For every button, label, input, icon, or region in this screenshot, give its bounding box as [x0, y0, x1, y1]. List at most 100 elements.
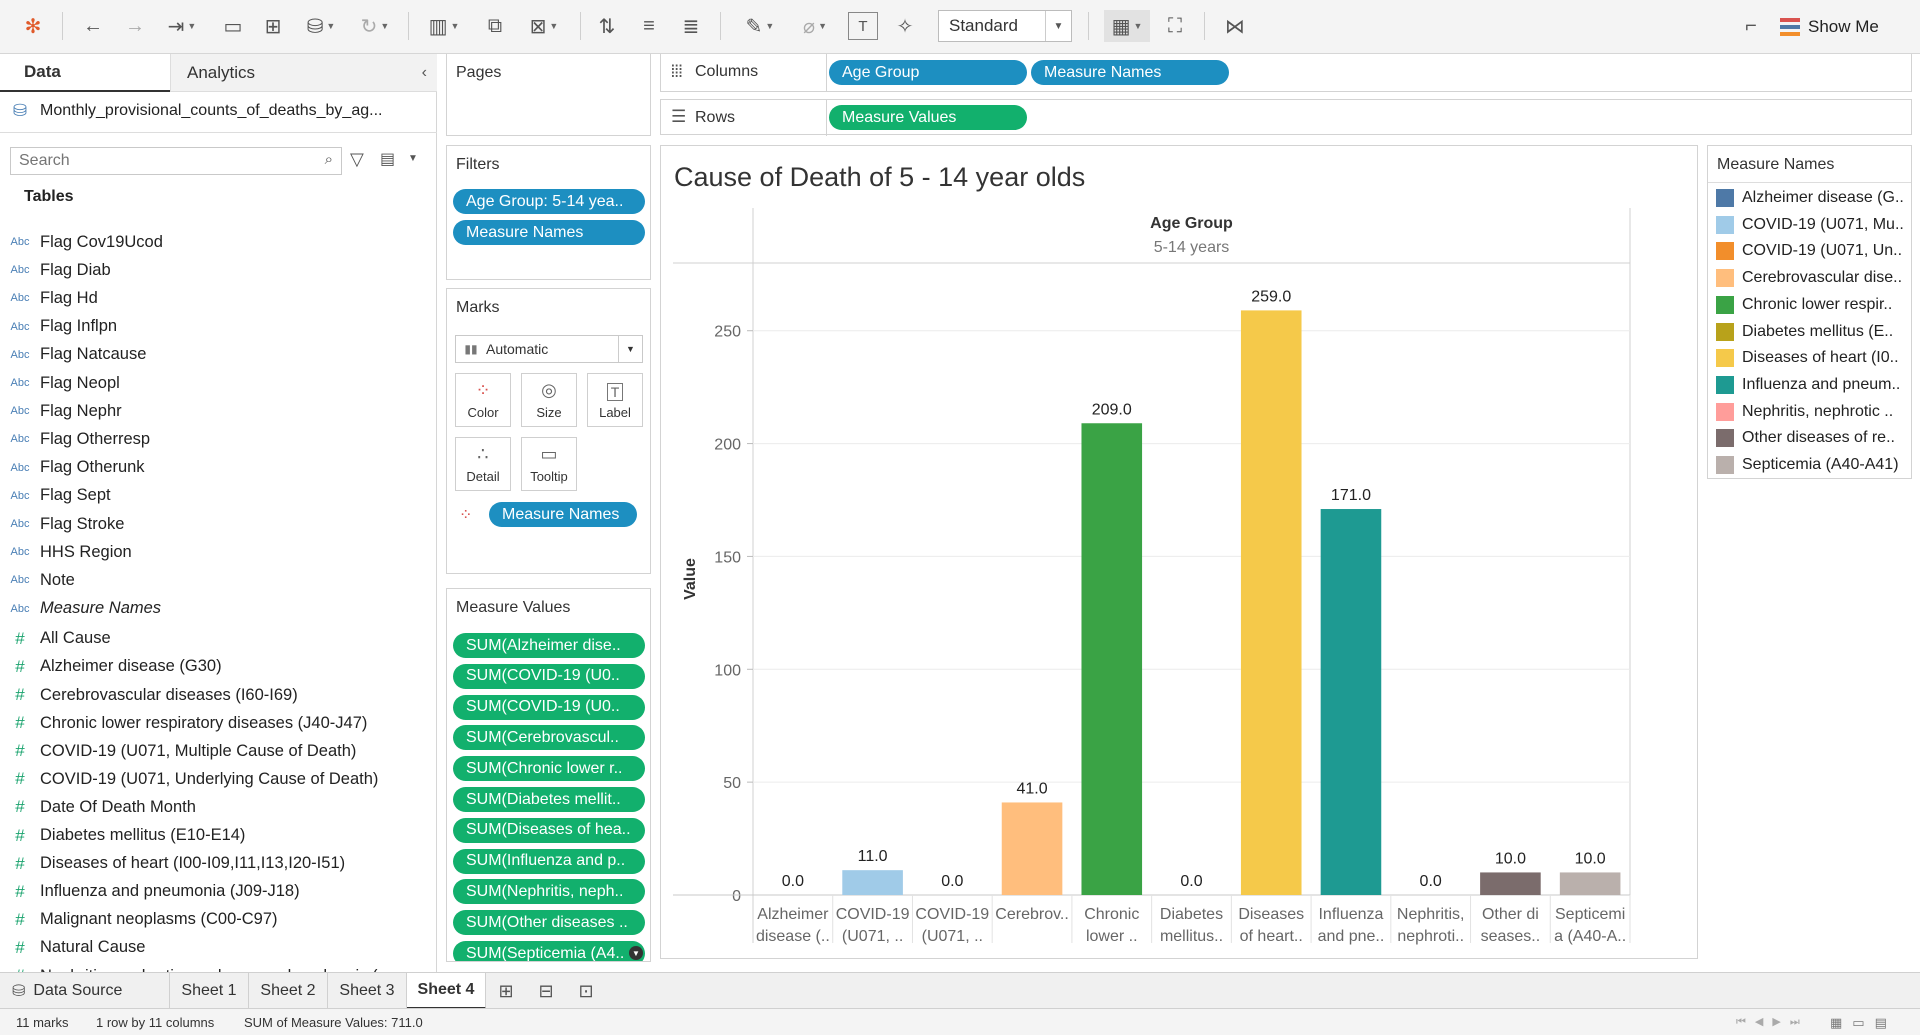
search-box[interactable]: ⌕: [10, 147, 342, 175]
field-item[interactable]: Abc Flag Nephr: [0, 397, 437, 425]
measure-value-pill[interactable]: SUM(Alzheimer dise..: [453, 633, 645, 658]
field-item[interactable]: Abc Flag Inflpn: [0, 313, 437, 341]
tooltip-button[interactable]: ▭ Tooltip: [521, 437, 577, 491]
measure-value-pill[interactable]: SUM(COVID-19 (U0..: [453, 694, 645, 720]
color-field-pill[interactable]: Measure Names: [489, 502, 637, 527]
rows-shelf[interactable]: ☰ Rows Measure Values: [660, 99, 1912, 136]
sort-ascending-icon[interactable]: ≡: [643, 14, 655, 37]
legend-item[interactable]: Cerebrovascular dise..: [1716, 265, 1906, 291]
measure-value-pill[interactable]: SUM(Nephritis, neph..: [453, 879, 645, 905]
field-item[interactable]: Abc Flag Cov19Ucod: [0, 228, 437, 256]
field-item[interactable]: # Natural Cause: [0, 934, 437, 962]
pages-shelf[interactable]: Pages: [446, 54, 651, 136]
tab-data[interactable]: Data: [0, 54, 170, 92]
legend-item[interactable]: Diseases of heart (I0..: [1716, 345, 1906, 371]
show-cards-icon[interactable]: ▦ ▼: [1104, 10, 1150, 42]
field-item[interactable]: Abc Flag Natcause: [0, 341, 437, 369]
new-dashboard-icon[interactable]: ⊟: [538, 980, 554, 1001]
tab-sheet-3[interactable]: Sheet 3: [328, 973, 407, 1009]
save-icon[interactable]: ▭: [223, 15, 243, 38]
rows-pill[interactable]: Measure Values: [829, 105, 1027, 130]
measure-values-shelf[interactable]: Measure Values SUM(Alzheimer dise.. SUM(C…: [446, 588, 651, 962]
view-mode-icons[interactable]: ▦▭▤: [1830, 1015, 1897, 1030]
field-item[interactable]: # Diabetes mellitus (E10-E14): [0, 822, 437, 850]
field-item[interactable]: Abc Measure Names: [0, 595, 437, 623]
filter-pill[interactable]: Measure Names: [453, 220, 645, 245]
tab-data-source[interactable]: ⛁ Data Source: [0, 973, 170, 1009]
mark-type-select[interactable]: ▮▮ Automatic ▼: [455, 335, 643, 363]
measure-value-pill[interactable]: SUM(Influenza and p..: [453, 848, 645, 874]
legend-item[interactable]: Alzheimer disease (G..: [1716, 185, 1906, 211]
field-item[interactable]: Abc Flag Diab: [0, 256, 437, 284]
search-input[interactable]: [11, 148, 301, 174]
measure-value-pill[interactable]: SUM(Other diseases ..: [453, 910, 645, 936]
field-item[interactable]: Abc HHS Region: [0, 538, 437, 566]
columns-pill[interactable]: Age Group: [829, 60, 1027, 85]
tab-sheet-1[interactable]: Sheet 1: [170, 973, 249, 1009]
legend-item[interactable]: Chronic lower respir..: [1716, 292, 1906, 318]
field-item[interactable]: # Alzheimer disease (G30): [0, 653, 437, 681]
pin-icon[interactable]: ✧: [896, 15, 914, 38]
legend-item[interactable]: Septicemia (A40-A41): [1716, 452, 1906, 478]
filter-pill[interactable]: Age Group: 5-14 yea..: [453, 189, 645, 214]
measure-value-pill[interactable]: SUM(Diseases of hea..: [453, 817, 645, 843]
field-item[interactable]: # All Cause: [0, 625, 437, 653]
legend-item[interactable]: Nephritis, nephrotic ..: [1716, 399, 1906, 425]
page-nav-icons[interactable]: ⏮◀▶⏭: [1736, 1016, 1809, 1028]
label-button[interactable]: T Label: [587, 373, 643, 427]
measure-value-pill[interactable]: SUM(Chronic lower r..: [453, 756, 645, 782]
show-labels-icon[interactable]: T: [848, 12, 878, 40]
tab-analytics[interactable]: Analytics ‹: [170, 54, 437, 92]
filters-shelf[interactable]: Filters Age Group: 5-14 yea.. Measure Na…: [446, 145, 651, 280]
color-button[interactable]: ⁘ Color: [455, 373, 511, 427]
columns-pill[interactable]: Measure Names: [1031, 60, 1229, 85]
clear-sheet-icon[interactable]: ⊠ ▼: [529, 15, 559, 38]
collapse-pane-icon[interactable]: ‹: [421, 63, 427, 81]
field-item[interactable]: # Malignant neoplasms (C00-C97): [0, 906, 437, 934]
legend-item[interactable]: Other diseases of re..: [1716, 425, 1906, 451]
format-paint-icon[interactable]: ⌐: [1745, 14, 1757, 37]
field-item[interactable]: Abc Flag Otherunk: [0, 454, 437, 482]
field-item[interactable]: # Influenza and pneumonia (J09-J18): [0, 878, 437, 906]
measure-value-pill[interactable]: SUM(Cerebrovascul..: [453, 725, 645, 751]
view-list-icon[interactable]: ▤: [380, 151, 396, 168]
field-item[interactable]: # Diseases of heart (I00-I09,I11,I13,I20-…: [0, 850, 437, 878]
measure-value-pill[interactable]: SUM(COVID-19 (U0..: [453, 663, 645, 689]
redo-icon[interactable]: →: [125, 14, 145, 37]
new-datasource-icon[interactable]: ⊞: [264, 15, 282, 38]
measure-value-pill[interactable]: SUM(Diabetes mellit..: [453, 787, 645, 812]
new-worksheet-icon[interactable]: ⊞: [498, 980, 514, 1001]
sort-descending-icon[interactable]: ≣: [682, 15, 700, 38]
legend-item[interactable]: COVID-19 (U071, Mu..: [1716, 212, 1906, 238]
field-item[interactable]: # Chronic lower respiratory diseases (J40…: [0, 709, 437, 737]
swap-icon[interactable]: ⇅: [598, 15, 616, 38]
field-item[interactable]: Abc Note: [0, 566, 437, 594]
scroll-down-icon[interactable]: ▼: [629, 946, 643, 960]
legend-item[interactable]: Influenza and pneum..: [1716, 372, 1906, 398]
field-item[interactable]: Abc Flag Hd: [0, 284, 437, 312]
fit-select[interactable]: Standard ▼: [938, 10, 1072, 42]
undo-icon[interactable]: ←: [83, 14, 103, 37]
size-button[interactable]: ◎ Size: [521, 373, 577, 427]
duplicate-sheet-icon[interactable]: ⧉: [487, 14, 503, 37]
tab-sheet-2[interactable]: Sheet 2: [249, 973, 328, 1009]
field-item[interactable]: Abc Flag Neopl: [0, 369, 437, 397]
field-item[interactable]: Abc Flag Otherresp: [0, 425, 437, 453]
measure-value-pill[interactable]: SUM(Septicemia (A4..: [453, 941, 645, 961]
show-me-button[interactable]: Show Me: [1780, 12, 1879, 42]
datasource-item[interactable]: ⛁ Monthly_provisional_counts_of_deaths_b…: [0, 94, 437, 128]
field-item[interactable]: # COVID-19 (U071, Underlying Cause of Dea…: [0, 765, 437, 793]
columns-shelf[interactable]: ⦙⦙⦙ Columns Age Group Measure Names: [660, 54, 1912, 92]
legend-item[interactable]: Diabetes mellitus (E..: [1716, 319, 1906, 345]
filter-icon[interactable]: ▽: [350, 149, 364, 169]
refresh-icon[interactable]: ↻ ▼: [360, 15, 390, 38]
share-icon[interactable]: ⋈: [1225, 15, 1245, 38]
presentation-icon[interactable]: ⛶: [1168, 14, 1182, 37]
new-story-icon[interactable]: ⊡: [578, 980, 594, 1001]
field-item[interactable]: # Date Of Death Month: [0, 793, 437, 821]
group-icon[interactable]: ⌀ ▼: [803, 15, 827, 38]
detail-button[interactable]: ∴ Detail: [455, 437, 511, 491]
datasource-icon[interactable]: ⛁ ▼: [306, 15, 336, 38]
legend-item[interactable]: COVID-19 (U071, Un..: [1716, 238, 1906, 264]
replay-icon[interactable]: ⇥ ▼: [167, 15, 197, 38]
